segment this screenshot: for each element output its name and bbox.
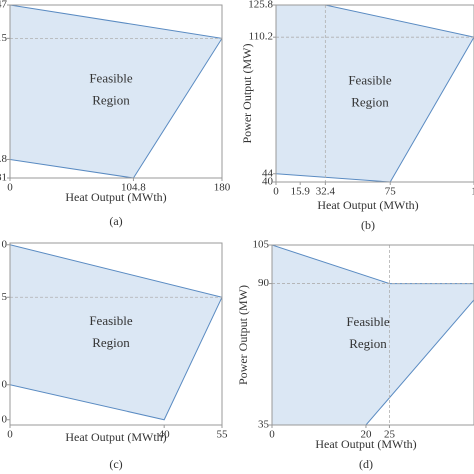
y-tick-label: 44	[262, 167, 274, 179]
y-tick-label: 90	[258, 277, 270, 289]
x-axis-title: Heat Output (MWth)	[65, 190, 166, 204]
x-axis-title: Heat Output (MWth)	[317, 198, 418, 212]
y-tick-label: 0	[2, 413, 8, 425]
panel: 0 20 25 35 90 105 Feasible Region Heat Output (M…	[236, 239, 474, 471]
y-axis-title: Power Output (MW)	[236, 285, 250, 385]
y-tick-label: 15	[0, 32, 8, 44]
y-tick-label: 81	[0, 172, 7, 184]
y-tick-label: 105	[253, 239, 270, 251]
x-tick-label: 0	[273, 186, 279, 198]
plot-frame	[271, 244, 474, 426]
y-tick-label: 40	[262, 176, 274, 188]
y-tick-label: 5	[2, 291, 8, 303]
x-tick-label: 75	[385, 186, 397, 198]
y-tick-label: 47	[0, 0, 8, 11]
annotation: Region	[351, 94, 389, 109]
y-tick-label: .8	[0, 153, 8, 165]
x-tick-label: 32.4	[316, 186, 336, 198]
x-tick-label: 0	[7, 429, 13, 441]
feasible-region	[10, 244, 222, 421]
annotation: Region	[92, 92, 130, 107]
plot-frame	[275, 4, 474, 183]
annotation: Feasible	[89, 313, 133, 328]
annotation: Feasible	[89, 70, 133, 85]
annotation: Feasible	[346, 314, 390, 329]
y-tick-label: 110.2	[249, 31, 273, 43]
caption: (c)	[109, 457, 122, 471]
x-tick-label: 55	[217, 429, 229, 441]
x-tick-label: 0	[269, 429, 275, 441]
x-tick-label: 1	[471, 186, 474, 198]
panel: 0 104.8 180 47 15 .8 81 Feasible Region Heat Outp…	[0, 0, 231, 228]
panel: 0 40 55 0 5 0 0 Feasible Region Heat Output (MWth…	[2, 238, 229, 470]
y-tick-label: 0	[2, 378, 8, 390]
caption: (d)	[359, 457, 373, 471]
annotation: Region	[92, 335, 130, 350]
x-axis-title: Heat Output (MWth)	[65, 430, 166, 444]
x-tick-label: 180	[214, 182, 231, 194]
annotation: Feasible	[348, 72, 392, 87]
feasible-region	[10, 5, 222, 178]
x-tick-label: 104.8	[121, 182, 146, 194]
x-tick-label: 0	[7, 182, 13, 194]
y-tick-label: 0	[2, 238, 8, 250]
x-tick-label: 15.9	[291, 186, 311, 198]
x-tick-label: 20	[360, 429, 372, 441]
x-tick-label: 40	[159, 429, 171, 441]
plot-frame	[9, 242, 223, 426]
y-tick-label: 35	[258, 419, 270, 431]
plot-frame	[9, 4, 223, 179]
feasible-region	[272, 245, 474, 425]
caption: (a)	[109, 214, 122, 228]
y-tick-label: 125.8	[248, 0, 273, 11]
caption: (b)	[361, 218, 375, 232]
x-axis-title: Heat Output (MWth)	[315, 437, 416, 451]
x-tick-label: 25	[384, 429, 396, 441]
y-axis-title: Power Output (MW)	[240, 44, 254, 144]
annotation: Region	[349, 336, 387, 351]
